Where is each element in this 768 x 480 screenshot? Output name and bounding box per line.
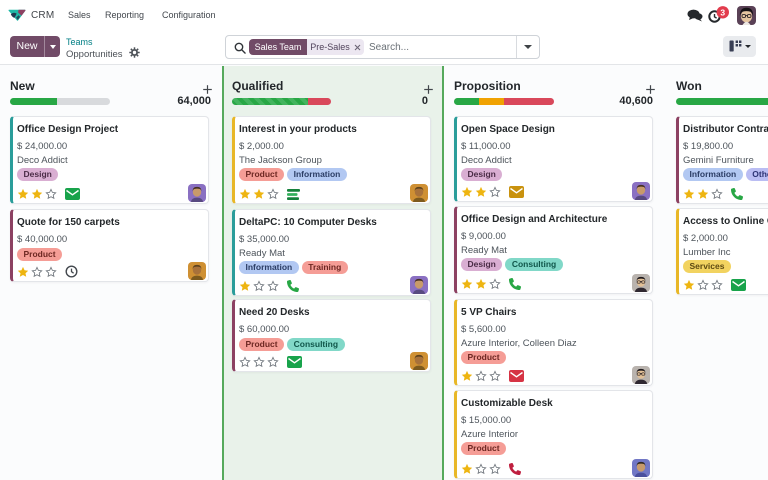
svg-text:3: 3 — [720, 7, 725, 17]
